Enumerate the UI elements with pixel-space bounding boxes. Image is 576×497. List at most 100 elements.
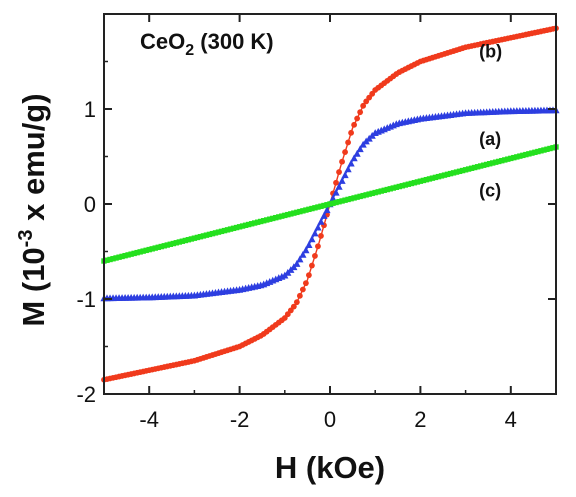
plot-marks bbox=[100, 25, 560, 383]
series-3-point bbox=[345, 196, 351, 203]
series-1-point bbox=[293, 299, 300, 306]
title-prefix: CeO bbox=[140, 29, 185, 54]
series-1-point bbox=[351, 121, 358, 128]
series-2-point bbox=[302, 246, 310, 254]
series-3-point bbox=[514, 154, 520, 160]
series-3-point bbox=[474, 164, 481, 170]
series-3-point bbox=[375, 189, 381, 195]
series-3-point bbox=[110, 256, 116, 262]
series-3-point bbox=[339, 198, 345, 204]
series-2-point bbox=[323, 206, 331, 214]
series-3-point bbox=[125, 252, 131, 258]
series-3-point bbox=[134, 249, 140, 256]
series-3-point bbox=[116, 254, 122, 260]
series-3-point bbox=[279, 213, 285, 219]
series-3-point bbox=[438, 173, 445, 179]
series-3-point bbox=[176, 239, 183, 245]
x-tick-label: 2 bbox=[414, 407, 426, 432]
series-3-point bbox=[288, 211, 294, 217]
series-3-point bbox=[236, 224, 243, 230]
series-3-point bbox=[453, 169, 460, 175]
x-tick-label: -4 bbox=[139, 407, 159, 432]
y-axis-title-suffix: x emu/g) bbox=[16, 93, 51, 229]
series-2-point bbox=[335, 182, 343, 190]
title-subscript: 2 bbox=[185, 42, 194, 59]
series-2-point bbox=[296, 255, 304, 263]
series-3-point bbox=[245, 221, 252, 228]
series-3-point bbox=[227, 226, 234, 232]
series-3-point bbox=[547, 145, 553, 152]
series-3-point bbox=[297, 208, 303, 215]
series-3-point bbox=[333, 199, 339, 206]
axis-layer: -4 -2 0 2 4 -2 -1 0 1 (b) (a) (c) bbox=[76, 14, 556, 432]
x-tick-label: 0 bbox=[324, 407, 336, 432]
series-3-point bbox=[432, 174, 439, 181]
series-3-point bbox=[185, 237, 192, 243]
series-3-point bbox=[164, 242, 170, 248]
series-3-point bbox=[152, 245, 158, 251]
series-3-point bbox=[435, 173, 442, 180]
y-tick-label: 1 bbox=[84, 97, 96, 122]
series-1-point bbox=[348, 129, 354, 136]
series-1-point bbox=[312, 253, 318, 259]
series-2-point bbox=[311, 229, 319, 237]
series-2-point bbox=[305, 241, 313, 249]
series-3-point bbox=[496, 158, 502, 165]
series-3-point bbox=[267, 216, 273, 222]
series-3-point bbox=[450, 170, 457, 176]
y-axis-title: M (10-3 x emu/g) bbox=[15, 93, 51, 326]
series-1-point bbox=[296, 292, 303, 299]
series-3-point bbox=[312, 205, 318, 211]
series-1-point bbox=[345, 139, 351, 146]
series-3-point bbox=[161, 243, 167, 249]
series-1-point bbox=[315, 243, 321, 250]
series-3-point bbox=[459, 167, 466, 174]
series-3-point bbox=[218, 228, 225, 235]
series-1-point bbox=[336, 169, 342, 175]
series-3-point bbox=[303, 207, 309, 213]
series-3-point bbox=[399, 183, 406, 189]
series-3-point bbox=[221, 227, 228, 234]
series-3-point bbox=[309, 205, 315, 212]
series-1-point bbox=[290, 303, 297, 310]
series-3-point bbox=[462, 167, 469, 173]
series-3-point bbox=[402, 182, 409, 188]
series-2-point bbox=[347, 159, 355, 167]
series-3-point bbox=[499, 157, 505, 164]
series-3-point bbox=[420, 177, 427, 184]
series-1-point bbox=[299, 286, 306, 293]
series-3-point bbox=[194, 234, 201, 241]
series-3-point bbox=[212, 230, 219, 236]
series-3-point bbox=[441, 172, 448, 178]
series-3-point bbox=[369, 190, 375, 197]
series-3-point bbox=[209, 230, 216, 237]
series-1-point bbox=[342, 149, 348, 155]
series-3-point bbox=[137, 249, 143, 255]
series-3-point bbox=[493, 159, 499, 165]
series-3-group bbox=[101, 144, 559, 264]
series-3-point bbox=[538, 148, 544, 154]
series-3-point bbox=[348, 195, 354, 202]
series-3-point bbox=[248, 221, 255, 227]
series-label: (b) bbox=[479, 42, 502, 62]
series-3-point bbox=[408, 180, 415, 187]
series-3-point bbox=[113, 255, 119, 261]
series-3-point bbox=[233, 224, 240, 231]
series-2-point bbox=[317, 217, 325, 225]
series-3-point bbox=[384, 186, 390, 193]
series-3-point bbox=[318, 203, 324, 209]
series-3-point bbox=[417, 178, 424, 184]
title-suffix: (300 K) bbox=[194, 29, 273, 54]
y-axis-title-prefix: M (10 bbox=[16, 247, 51, 326]
series-3-point bbox=[468, 165, 475, 171]
series-3-point bbox=[300, 208, 306, 214]
series-3-point bbox=[342, 197, 348, 203]
series-3-point bbox=[405, 181, 412, 187]
y-axis-title-superscript: -3 bbox=[15, 230, 37, 248]
series-3-point bbox=[351, 195, 357, 201]
series-3-point bbox=[179, 238, 186, 244]
series-3-point bbox=[532, 149, 538, 156]
series-2-point bbox=[314, 223, 322, 231]
series-3-point bbox=[511, 154, 517, 161]
series-3-point bbox=[197, 233, 204, 240]
